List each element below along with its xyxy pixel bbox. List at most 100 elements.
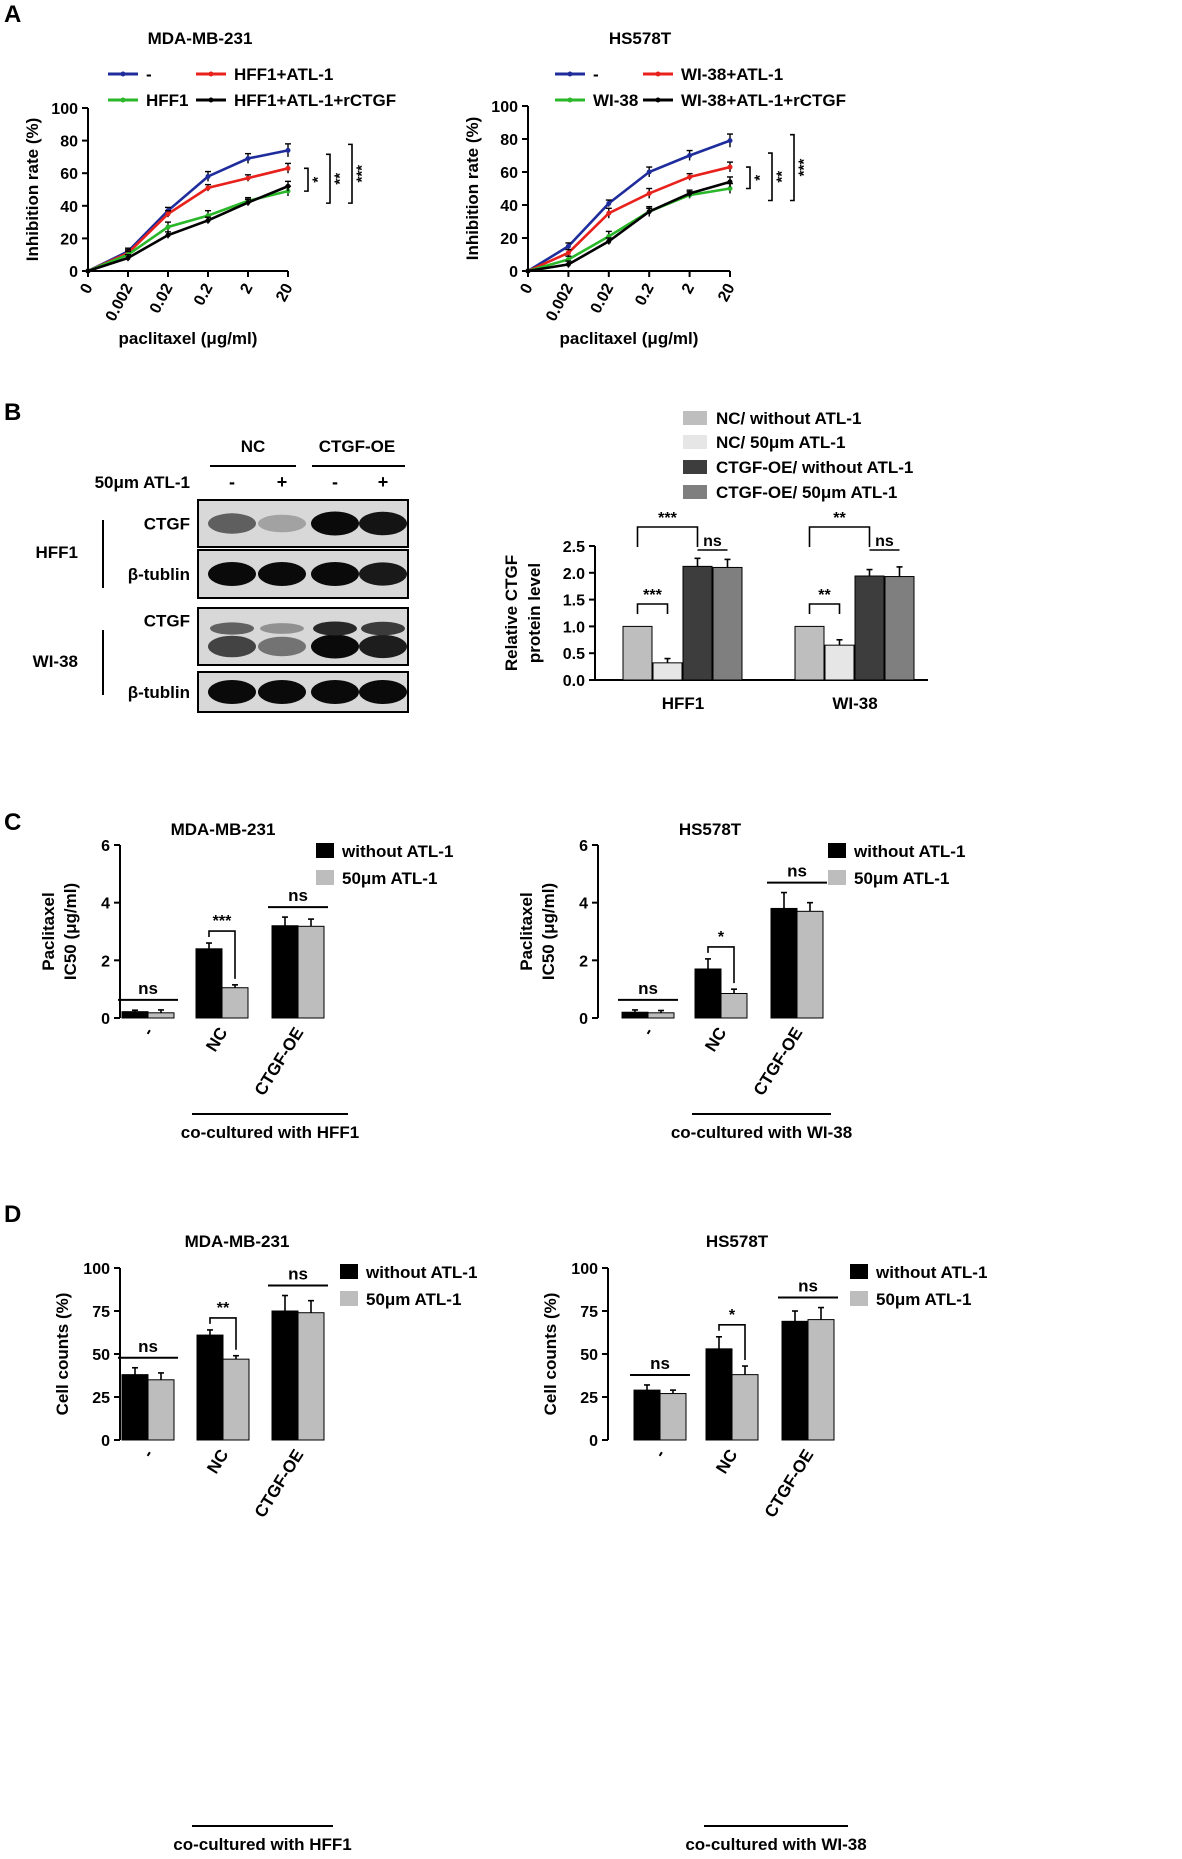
blot-band — [359, 562, 407, 586]
data-point — [646, 190, 652, 196]
series-line-dash — [527, 139, 731, 273]
sig-bracket-3 — [790, 133, 795, 202]
bar-50-m-atl-1 — [221, 987, 249, 1019]
bar-without-atl-1 — [694, 968, 722, 1019]
blot-cell-label-wi38: WI-38 — [33, 652, 78, 671]
y-tick-label: 2 — [579, 953, 588, 970]
sig-bracket-ns-label: ns — [875, 533, 894, 550]
blot-band — [311, 562, 359, 586]
legend-swatch-50-m-atl-1 — [850, 1291, 868, 1306]
group-label: co-cultured with WI-38 — [671, 1123, 852, 1142]
x-tick-label: 2 — [237, 281, 256, 297]
bar-without-atl-1 — [121, 1011, 149, 1019]
y-tick-label: 20 — [500, 231, 518, 248]
x-tick-label-ctgf-oe: CTGF-OE — [251, 1446, 308, 1521]
sig-bracket-b-label: ** — [833, 510, 846, 527]
y-axis-label-line2: IC50 (μg/ml) — [539, 883, 558, 980]
sig-bracket-3-label: *** — [795, 159, 812, 177]
legend-swatch-ctgf-oe-50-m-atl-1 — [683, 485, 707, 499]
sig-bracket-b — [636, 526, 699, 547]
chart-title: MDA-MB-231 — [171, 820, 276, 839]
panel-label-a: A — [4, 1, 21, 28]
data-point — [606, 210, 612, 216]
x-tick-label: 0 — [77, 281, 96, 297]
y-tick-label: 1.5 — [563, 593, 585, 610]
legend-label-hff1: HFF1 — [146, 91, 189, 110]
y-tick-label: 0 — [69, 264, 78, 281]
sig-ns-label: ns — [288, 886, 308, 905]
chart-title: HS578T — [679, 820, 742, 839]
x-tick-label: 0.02 — [147, 281, 177, 317]
legend-label-nc-50-m-atl-1: NC/ 50μm ATL-1 — [716, 433, 845, 452]
y-tick-label: 0 — [579, 1011, 588, 1028]
sig-bracket-label: *** — [213, 913, 232, 930]
y-tick-label: 80 — [60, 134, 78, 151]
bar-50-m-atl-1 — [807, 1319, 835, 1441]
sig-bracket-a — [636, 603, 669, 614]
legend-marker-hff1-atl-1 — [208, 71, 214, 77]
x-tick-label-ctgf-oe: CTGF-OE — [750, 1024, 807, 1099]
x-tick-label: 20 — [715, 281, 738, 305]
data-point — [646, 209, 652, 215]
chart-title: MDA-MB-231 — [148, 29, 253, 48]
y-tick-label: 100 — [571, 1261, 598, 1278]
western-blot: NC CTGF-OE 50μm ATL-1 - + - + CTGF β-tublin CTGF β… — [33, 437, 409, 713]
series-line-hff1-atl-1-rctgf — [87, 185, 289, 273]
legend-label-hff1-atl-1: HFF1+ATL-1 — [234, 65, 333, 84]
y-tick-label: 100 — [83, 1261, 110, 1278]
y-tick-label: 80 — [500, 132, 518, 149]
x-tick-label-nc: NC — [701, 1024, 730, 1055]
legend-label-ctgf-oe-without-atl-1: CTGF-OE/ without ATL-1 — [716, 458, 913, 477]
series-line-dash — [87, 149, 289, 273]
legend-label-hff1-atl-1-rctgf: HFF1+ATL-1+rCTGF — [234, 91, 396, 110]
blot-band — [258, 562, 306, 586]
sig-bracket-3-label: *** — [353, 165, 370, 183]
x-tick-label-nc: NC — [202, 1024, 231, 1055]
y-tick-label: 40 — [60, 199, 78, 216]
sig-ns-label: ns — [798, 1277, 818, 1296]
legend-swatch-nc-without-atl-1 — [683, 411, 707, 425]
legend-swatch-50-m-atl-1 — [340, 1291, 358, 1306]
legend-label-50-m-atl-1: 50μm ATL-1 — [876, 1290, 971, 1309]
y-axis-label: Cell counts (%) — [53, 1293, 72, 1416]
data-point — [205, 185, 211, 191]
legend-label-wi-38-atl-1-rctgf: WI-38+ATL-1+rCTGF — [681, 91, 846, 110]
data-point — [646, 169, 652, 175]
x-tick-label: 0.002 — [103, 281, 137, 324]
y-axis-label: Inhibition rate (%) — [463, 117, 482, 261]
panel-label-c: C — [4, 809, 21, 836]
x-tick-label: 0.2 — [191, 281, 216, 309]
sig-bracket-a-label: *** — [643, 587, 662, 604]
legend-label-without-atl-1: without ATL-1 — [875, 1263, 987, 1282]
x-tick-label: 20 — [273, 281, 296, 305]
blot-protein-label: CTGF — [144, 612, 190, 631]
x-tick-label: 0 — [517, 281, 536, 297]
y-tick-label: 2 — [101, 953, 110, 970]
data-point — [285, 147, 291, 153]
sig-bracket-2 — [768, 152, 773, 202]
bar-without-atl-1 — [271, 925, 299, 1019]
data-point — [165, 211, 171, 217]
group-label: co-cultured with HFF1 — [173, 1835, 352, 1854]
x-tick-label-ctgf-oe: CTGF-OE — [761, 1446, 818, 1521]
blot-treatment-sign: - — [229, 472, 235, 492]
blot-cell-label-hff1: HFF1 — [36, 543, 79, 562]
sig-bracket — [208, 930, 236, 979]
legend-marker-wi-38-atl-1 — [655, 71, 661, 77]
legend-swatch-nc-50-m-atl-1 — [683, 435, 707, 449]
x-tick-label-ctgf-oe: CTGF-OE — [251, 1024, 308, 1099]
x-axis-label: paclitaxel (μg/ml) — [119, 329, 258, 348]
legend-swatch-without-atl-1 — [828, 843, 846, 858]
bar-chart-ic50-hs578t: HS578T without ATL-1 50μm ATL-1 0 2 4 6 Paclita… — [517, 820, 965, 1142]
data-point — [687, 190, 693, 196]
blot-band-upper — [361, 621, 405, 636]
chart-title: HS578T — [706, 1232, 769, 1251]
bar-without-atl-1 — [121, 1374, 149, 1441]
bar-ctgf-oe-50-m-atl-1 — [712, 566, 743, 681]
data-point — [565, 261, 571, 267]
legend-label-wi-38: WI-38 — [593, 91, 638, 110]
chart-title: MDA-MB-231 — [185, 1232, 290, 1251]
blot-protein-label: CTGF — [144, 515, 190, 534]
bar-50-m-atl-1 — [731, 1374, 759, 1441]
sig-ns-label: ns — [787, 862, 807, 881]
